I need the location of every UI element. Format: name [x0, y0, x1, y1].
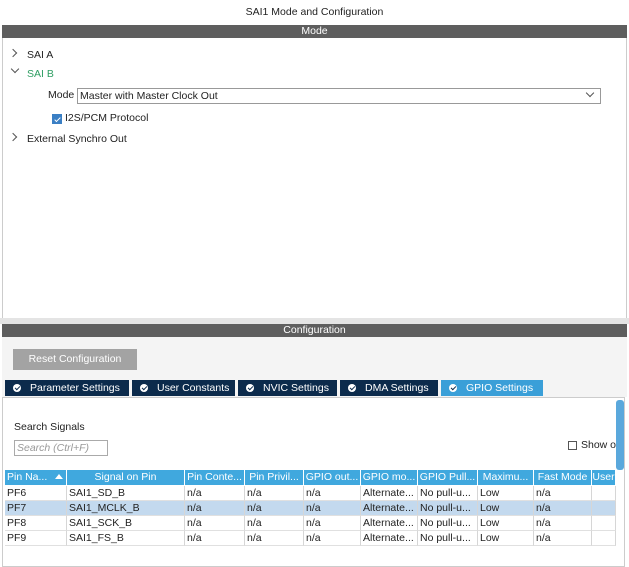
table-cell: Low: [478, 531, 534, 546]
mode-header: Mode: [2, 25, 627, 38]
table-row[interactable]: [5, 531, 616, 546]
reset-button[interactable]: Reset Configuration: [13, 349, 137, 370]
tab-icon: [246, 384, 254, 392]
column-header[interactable]: Pin Privil...: [245, 470, 304, 485]
table-cell: PF6: [5, 486, 67, 501]
table-cell: [592, 486, 616, 501]
column-header[interactable]: Pin Na...: [5, 470, 67, 485]
table-cell: n/a: [534, 531, 592, 546]
checkbox[interactable]: [568, 441, 577, 450]
tab-icon: [13, 384, 21, 392]
tab[interactable]: User Constants: [132, 380, 235, 396]
table-cell: n/a: [304, 531, 361, 546]
tab[interactable]: Parameter Settings: [5, 380, 129, 396]
table-cell: n/a: [245, 531, 304, 546]
table-cell: No pull-u...: [418, 501, 478, 516]
table-cell: PF8: [5, 516, 67, 531]
checkbox-label: I2S/PCM Protocol: [65, 112, 149, 124]
tab-icon: [140, 384, 148, 392]
column-header[interactable]: Maximu...: [478, 470, 534, 485]
table-cell: SAI1_MCLK_B: [67, 501, 185, 516]
table-cell: n/a: [245, 486, 304, 501]
mode-panel: [2, 38, 627, 318]
search-label: Search Signals: [14, 421, 85, 433]
tree-item[interactable]: SAI A: [27, 49, 54, 61]
table-cell: n/a: [185, 501, 245, 516]
config-header: Configuration: [2, 324, 627, 337]
table-cell: n/a: [185, 486, 245, 501]
tab-label: DMA Settings: [365, 382, 429, 394]
table-cell: [592, 531, 616, 546]
tab-icon: [348, 384, 356, 392]
table-cell: n/a: [245, 516, 304, 531]
tab-label: GPIO Settings: [466, 382, 534, 394]
mode-select[interactable]: Master with Master Clock Out: [77, 88, 601, 104]
table-cell: SAI1_SD_B: [67, 486, 185, 501]
search-input[interactable]: Search (Ctrl+F): [14, 440, 108, 456]
table-cell: Alternate...: [361, 486, 418, 501]
table-cell: Low: [478, 486, 534, 501]
table-cell: n/a: [185, 516, 245, 531]
table-cell: n/a: [534, 501, 592, 516]
table-cell: No pull-u...: [418, 516, 478, 531]
column-header[interactable]: Pin Conte...: [185, 470, 245, 485]
tab[interactable]: NVIC Settings: [238, 380, 337, 396]
table-cell: PF7: [5, 501, 67, 516]
scrollbar[interactable]: [616, 400, 624, 470]
table-cell: Alternate...: [361, 516, 418, 531]
checkbox-label: Show o: [581, 439, 617, 451]
table-cell: SAI1_SCK_B: [67, 516, 185, 531]
column-header[interactable]: User: [592, 470, 616, 485]
column-header[interactable]: GPIO out...: [304, 470, 361, 485]
column-header[interactable]: GPIO Pull...: [418, 470, 478, 485]
table-cell: No pull-u...: [418, 486, 478, 501]
tab[interactable]: GPIO Settings: [441, 380, 543, 396]
table-cell: PF9: [5, 531, 67, 546]
table-cell: n/a: [185, 531, 245, 546]
checkbox[interactable]: [52, 114, 62, 124]
tab-icon: [449, 384, 457, 392]
tab-label: NVIC Settings: [263, 382, 329, 394]
table-row[interactable]: [5, 486, 616, 501]
table-cell: n/a: [534, 486, 592, 501]
table-cell: n/a: [534, 516, 592, 531]
tab-label: User Constants: [157, 382, 230, 394]
table-cell: Alternate...: [361, 531, 418, 546]
table-cell: [592, 516, 616, 531]
table-cell: Low: [478, 516, 534, 531]
select-value: Master with Master Clock Out: [80, 90, 218, 102]
table-cell: [592, 501, 616, 516]
tab[interactable]: DMA Settings: [340, 380, 438, 396]
mode-label: Mode: [48, 89, 75, 101]
tree-item[interactable]: SAI B: [27, 68, 54, 80]
table-row[interactable]: [5, 501, 616, 516]
tree-item[interactable]: External Synchro Out: [27, 133, 127, 145]
table-cell: n/a: [245, 501, 304, 516]
window-title: SAI1 Mode and Configuration: [245, 6, 384, 18]
tab-label: Parameter Settings: [30, 382, 120, 394]
separator: [0, 318, 629, 324]
table-cell: Alternate...: [361, 501, 418, 516]
column-header[interactable]: Signal on Pin: [67, 470, 185, 485]
sort-arrow: [55, 474, 63, 479]
table-cell: n/a: [304, 501, 361, 516]
table-cell: n/a: [304, 486, 361, 501]
table-row[interactable]: [5, 516, 616, 531]
table-cell: n/a: [304, 516, 361, 531]
table-cell: Low: [478, 501, 534, 516]
column-header[interactable]: Fast Mode: [534, 470, 592, 485]
column-header[interactable]: GPIO mo...: [361, 470, 418, 485]
table-cell: No pull-u...: [418, 531, 478, 546]
table-cell: SAI1_FS_B: [67, 531, 185, 546]
